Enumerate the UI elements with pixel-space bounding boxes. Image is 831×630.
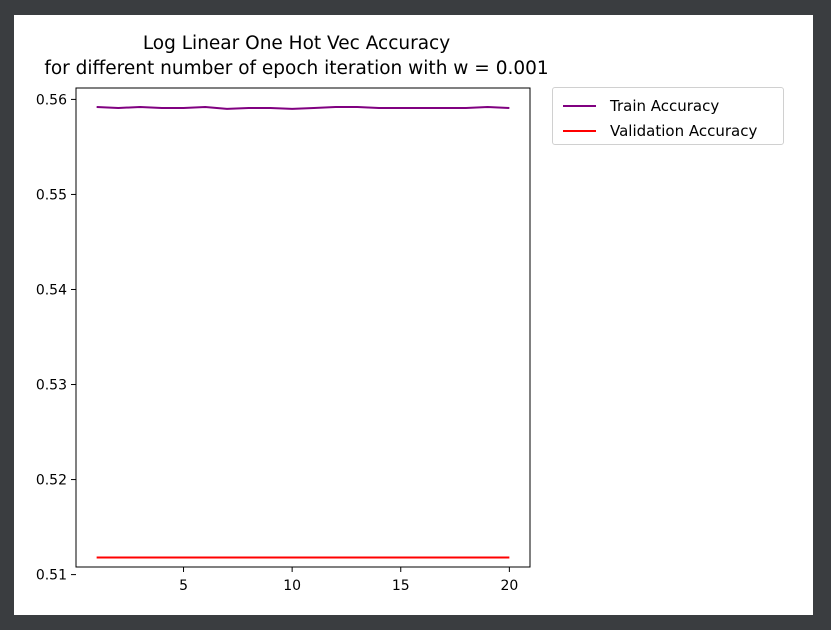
legend-swatch-validation [563, 130, 596, 132]
legend-entry-train: Train Accuracy [563, 96, 719, 116]
x-tick-label: 15 [392, 578, 410, 594]
x-tick-label: 5 [179, 578, 188, 594]
legend-swatch-train [563, 105, 596, 107]
y-tick-label: 0.53 [36, 378, 67, 394]
x-tick-label: 20 [500, 578, 518, 594]
plot-area-frame [75, 87, 531, 568]
x-tick-label: 10 [283, 578, 301, 594]
y-tick-label: 0.52 [36, 473, 67, 489]
y-tick-label: 0.54 [36, 282, 67, 298]
legend-label-train: Train Accuracy [610, 97, 720, 115]
legend: Train Accuracy Validation Accuracy [552, 87, 784, 145]
series-line-train [96, 106, 510, 110]
legend-entry-validation: Validation Accuracy [563, 121, 757, 141]
line-chart: 0.51 0.52 0.53 0.54 0.55 0.56 5 10 15 20 [36, 87, 531, 594]
axis-ticks: 0.51 0.52 0.53 0.54 0.55 0.56 5 10 15 20 [36, 92, 518, 594]
legend-label-validation: Validation Accuracy [610, 122, 758, 140]
chart-figure: Log Linear One Hot Vec Accuracy for diff… [14, 15, 813, 615]
chart-title-line-2: for different number of epoch iteration … [44, 58, 549, 79]
plot-lines [96, 106, 510, 559]
chart-title-line-1: Log Linear One Hot Vec Accuracy [142, 33, 451, 54]
y-tick-label: 0.55 [36, 187, 67, 203]
y-tick-label: 0.56 [36, 92, 67, 108]
y-tick-label: 0.51 [36, 568, 67, 584]
